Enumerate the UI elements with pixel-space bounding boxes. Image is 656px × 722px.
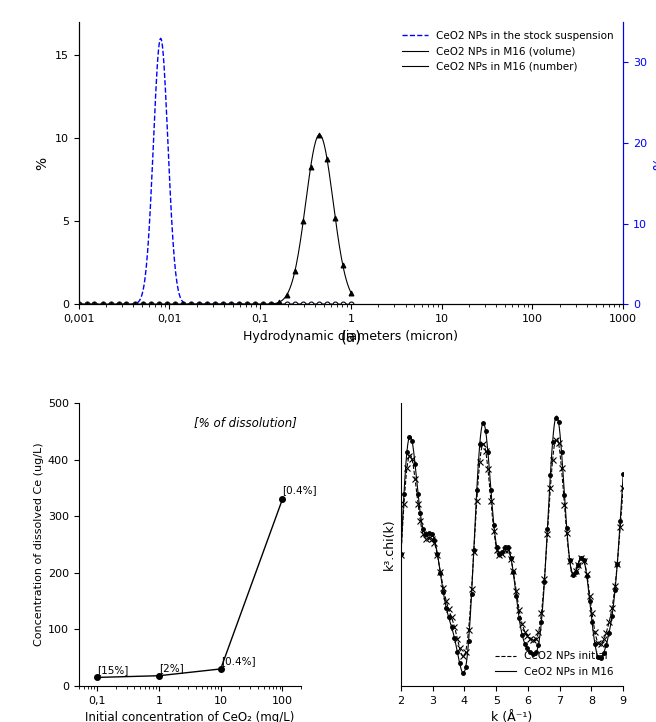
CeO2 NPs in the stock suspension xyxy=(164,142,172,151)
Line: CeO2 NPs initial: CeO2 NPs initial xyxy=(401,438,623,656)
CeO2 NPs in M16 (volume) xyxy=(163,300,171,308)
CeO2 NPs initial xyxy=(529,636,537,645)
CeO2 NPs in M16 xyxy=(534,644,542,653)
CeO2 NPs in M16 (volume) xyxy=(75,300,83,308)
CeO2 NPs initial xyxy=(600,635,608,643)
CeO2 NPs in M16 xyxy=(529,650,537,658)
CeO2 NPs in M16 (volume) xyxy=(272,300,279,308)
CeO2 NPs in M16 xyxy=(397,549,405,558)
CeO2 NPs in M16 xyxy=(398,534,405,542)
CeO2 NPs initial xyxy=(586,591,594,600)
CeO2 NPs initial xyxy=(552,434,560,443)
CeO2 NPs in M16 xyxy=(586,597,594,606)
CeO2 NPs initial xyxy=(398,538,405,547)
CeO2 NPs in M16 (volume) xyxy=(246,300,254,308)
CeO2 NPs in the stock suspension xyxy=(272,300,280,308)
Y-axis label: k³.chi(k): k³.chi(k) xyxy=(382,519,396,570)
CeO2 NPs in the stock suspension xyxy=(347,300,355,308)
CeO2 NPs in M16 (number) xyxy=(272,299,279,308)
Text: (a): (a) xyxy=(340,329,361,344)
CeO2 NPs in the stock suspension xyxy=(274,300,281,308)
CeO2 NPs in M16 (number) xyxy=(75,300,83,308)
CeO2 NPs in M16 (number) xyxy=(347,288,355,297)
CeO2 NPs in M16 (volume) xyxy=(108,300,115,308)
CeO2 NPs in M16 (number) xyxy=(273,299,281,308)
CeO2 NPs initial xyxy=(619,484,627,492)
X-axis label: Initial concentration of CeO₂ (mg/L): Initial concentration of CeO₂ (mg/L) xyxy=(85,711,295,722)
CeO2 NPs in the stock suspension xyxy=(108,300,115,308)
Y-axis label: %: % xyxy=(653,157,656,170)
Line: CeO2 NPs in the stock suspension: CeO2 NPs in the stock suspension xyxy=(79,38,351,304)
X-axis label: k (Å⁻¹): k (Å⁻¹) xyxy=(491,711,533,722)
Y-axis label: Concentration of dissolved Ce (ug/L): Concentration of dissolved Ce (ug/L) xyxy=(33,443,44,646)
CeO2 NPs initial xyxy=(397,551,405,560)
CeO2 NPs initial xyxy=(534,631,542,640)
Text: [0.4%]: [0.4%] xyxy=(282,485,317,495)
Legend: CeO2 NPs initial, CeO2 NPs in M16: CeO2 NPs initial, CeO2 NPs in M16 xyxy=(491,647,618,681)
Text: [0.4%]: [0.4%] xyxy=(220,656,255,666)
Y-axis label: %: % xyxy=(35,157,49,170)
CeO2 NPs in the stock suspension xyxy=(183,300,191,308)
CeO2 NPs in M16 (volume) xyxy=(182,300,190,308)
CeO2 NPs in the stock suspension xyxy=(247,300,255,308)
X-axis label: Hydrodynamic diameters (micron): Hydrodynamic diameters (micron) xyxy=(243,330,459,343)
CeO2 NPs initial xyxy=(459,652,467,661)
Text: [15%]: [15%] xyxy=(97,664,129,674)
CeO2 NPs in M16 xyxy=(619,470,627,479)
CeO2 NPs in M16 (number) xyxy=(316,131,323,139)
Legend: CeO2 NPs in the stock suspension, CeO2 NPs in M16 (volume), CeO2 NPs in M16 (num: CeO2 NPs in the stock suspension, CeO2 N… xyxy=(398,27,618,76)
CeO2 NPs in the stock suspension xyxy=(75,300,83,308)
CeO2 NPs in M16 xyxy=(600,648,608,657)
CeO2 NPs in the stock suspension xyxy=(157,34,165,43)
Line: CeO2 NPs in M16 (number): CeO2 NPs in M16 (number) xyxy=(79,135,351,304)
Text: [% of dissolution]: [% of dissolution] xyxy=(194,416,297,429)
CeO2 NPs in M16 (number) xyxy=(246,300,254,308)
CeO2 NPs in M16 (volume) xyxy=(347,300,355,308)
CeO2 NPs in M16 xyxy=(459,669,467,677)
CeO2 NPs in M16 (volume) xyxy=(273,300,281,308)
Line: CeO2 NPs in M16: CeO2 NPs in M16 xyxy=(401,416,623,673)
Text: [2%]: [2%] xyxy=(159,663,184,673)
CeO2 NPs initial xyxy=(530,636,538,645)
CeO2 NPs in M16 (number) xyxy=(108,300,115,308)
CeO2 NPs in M16 xyxy=(552,412,560,420)
CeO2 NPs in M16 xyxy=(530,650,538,658)
CeO2 NPs in M16 (number) xyxy=(182,300,190,308)
CeO2 NPs in M16 (number) xyxy=(163,300,171,308)
